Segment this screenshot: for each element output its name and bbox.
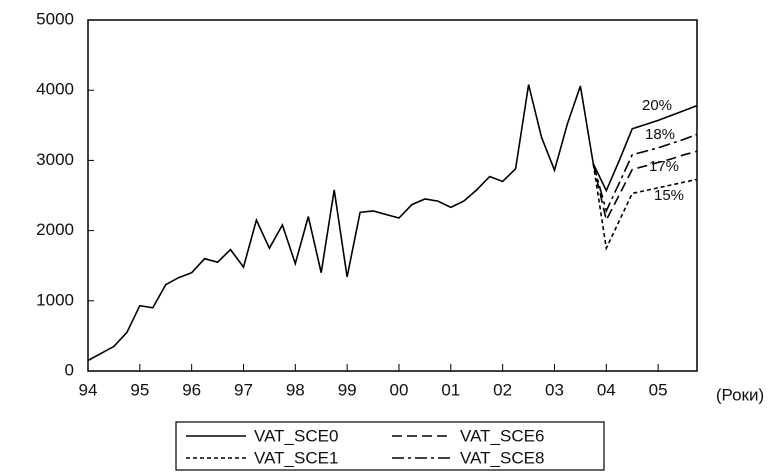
- annotation: 18%: [645, 126, 675, 143]
- x-tick-label: 94: [79, 380, 98, 399]
- x-tick-label: 99: [338, 380, 357, 399]
- y-tick-label: 5000: [36, 9, 74, 28]
- legend-label: VAT_SCE1: [254, 448, 338, 467]
- series-line: [592, 133, 698, 214]
- x-axis-label: (Роки): [716, 385, 764, 404]
- legend-label: VAT_SCE0: [254, 426, 338, 445]
- y-tick-label: 4000: [36, 80, 74, 99]
- x-tick-label: 98: [286, 380, 305, 399]
- x-tick-label: 95: [130, 380, 149, 399]
- x-tick-label: 96: [182, 380, 201, 399]
- x-tick-label: 00: [390, 380, 409, 399]
- y-tick-label: 3000: [36, 150, 74, 169]
- x-tick-label: 04: [597, 380, 616, 399]
- legend-label: VAT_SCE8: [460, 448, 544, 467]
- x-tick-label: 03: [545, 380, 564, 399]
- x-tick-label: 05: [649, 380, 668, 399]
- x-tick-label: 02: [493, 380, 512, 399]
- legend-label: VAT_SCE6: [460, 426, 544, 445]
- y-tick-label: 1000: [36, 290, 74, 309]
- plot-frame: [87, 19, 698, 372]
- x-tick-label: 01: [441, 380, 460, 399]
- series-line: [592, 150, 698, 223]
- y-tick-label: 2000: [36, 220, 74, 239]
- series-line: [87, 84, 698, 362]
- legend-box: [175, 421, 605, 471]
- annotation: 15%: [654, 187, 684, 204]
- annotation: 20%: [642, 97, 672, 114]
- y-tick-label: 0: [65, 360, 74, 379]
- x-tick-label: 97: [234, 380, 253, 399]
- annotation: 17%: [649, 158, 679, 175]
